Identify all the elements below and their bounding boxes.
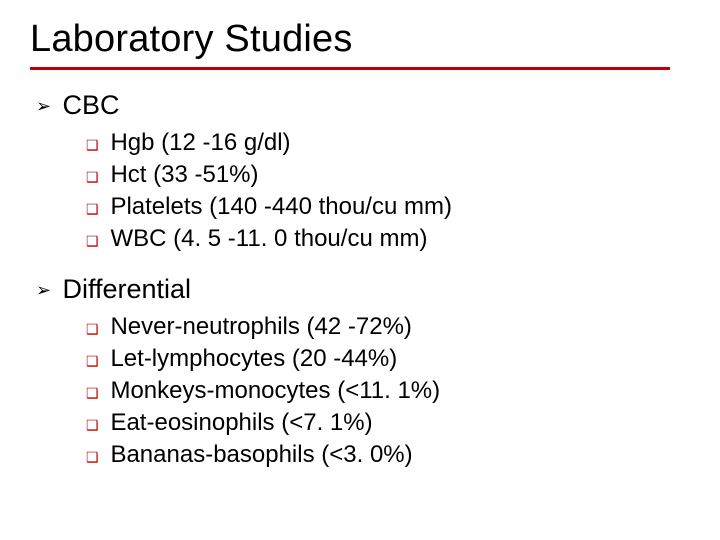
list-item: ❑ Hct (33 -51%) (86, 160, 690, 190)
item-text: Platelets (140 -440 thou/cu mm) (110, 192, 452, 222)
item-text: Hct (33 -51%) (110, 160, 258, 190)
item-text: Let-lymphocytes (20 -44%) (110, 344, 397, 374)
square-bullet-icon: ❑ (86, 346, 106, 376)
cbc-items: ❑ Hgb (12 -16 g/dl) ❑ Hct (33 -51%) ❑ Pl… (86, 128, 690, 254)
section-heading: CBC (62, 88, 119, 122)
item-text: Eat-eosinophils (<7. 1%) (110, 408, 372, 438)
slide-title: Laboratory Studies (30, 18, 690, 61)
item-text: WBC (4. 5 -11. 0 thou/cu mm) (110, 224, 427, 254)
square-bullet-icon: ❑ (86, 442, 106, 472)
differential-items: ❑ Never-neutrophils (42 -72%) ❑ Let-lymp… (86, 312, 690, 470)
list-item: ❑ WBC (4. 5 -11. 0 thou/cu mm) (86, 224, 690, 254)
section-cbc: ➢ CBC (36, 88, 690, 122)
list-item: ❑ Hgb (12 -16 g/dl) (86, 128, 690, 158)
list-item: ❑ Bananas-basophils (<3. 0%) (86, 440, 690, 470)
list-item: ❑ Never-neutrophils (42 -72%) (86, 312, 690, 342)
square-bullet-icon: ❑ (86, 194, 106, 224)
square-bullet-icon: ❑ (86, 162, 106, 192)
square-bullet-icon: ❑ (86, 410, 106, 440)
list-item: ❑ Eat-eosinophils (<7. 1%) (86, 408, 690, 438)
item-text: Never-neutrophils (42 -72%) (110, 312, 411, 342)
item-text: Hgb (12 -16 g/dl) (110, 128, 290, 158)
square-bullet-icon: ❑ (86, 226, 106, 256)
square-bullet-icon: ❑ (86, 314, 106, 344)
list-item: ❑ Monkeys-monocytes (<11. 1%) (86, 376, 690, 406)
item-text: Bananas-basophils (<3. 0%) (110, 440, 412, 470)
square-bullet-icon: ❑ (86, 130, 106, 160)
slide: Laboratory Studies ➢ CBC ❑ Hgb (12 -16 g… (0, 0, 720, 540)
item-text: Monkeys-monocytes (<11. 1%) (110, 376, 440, 406)
list-item: ❑ Platelets (140 -440 thou/cu mm) (86, 192, 690, 222)
title-underline (30, 67, 670, 70)
arrow-bullet-icon: ➢ (36, 274, 58, 306)
square-bullet-icon: ❑ (86, 378, 106, 408)
section-differential: ➢ Differential (36, 272, 690, 306)
section-heading: Differential (62, 272, 191, 306)
list-item: ❑ Let-lymphocytes (20 -44%) (86, 344, 690, 374)
arrow-bullet-icon: ➢ (36, 90, 58, 122)
